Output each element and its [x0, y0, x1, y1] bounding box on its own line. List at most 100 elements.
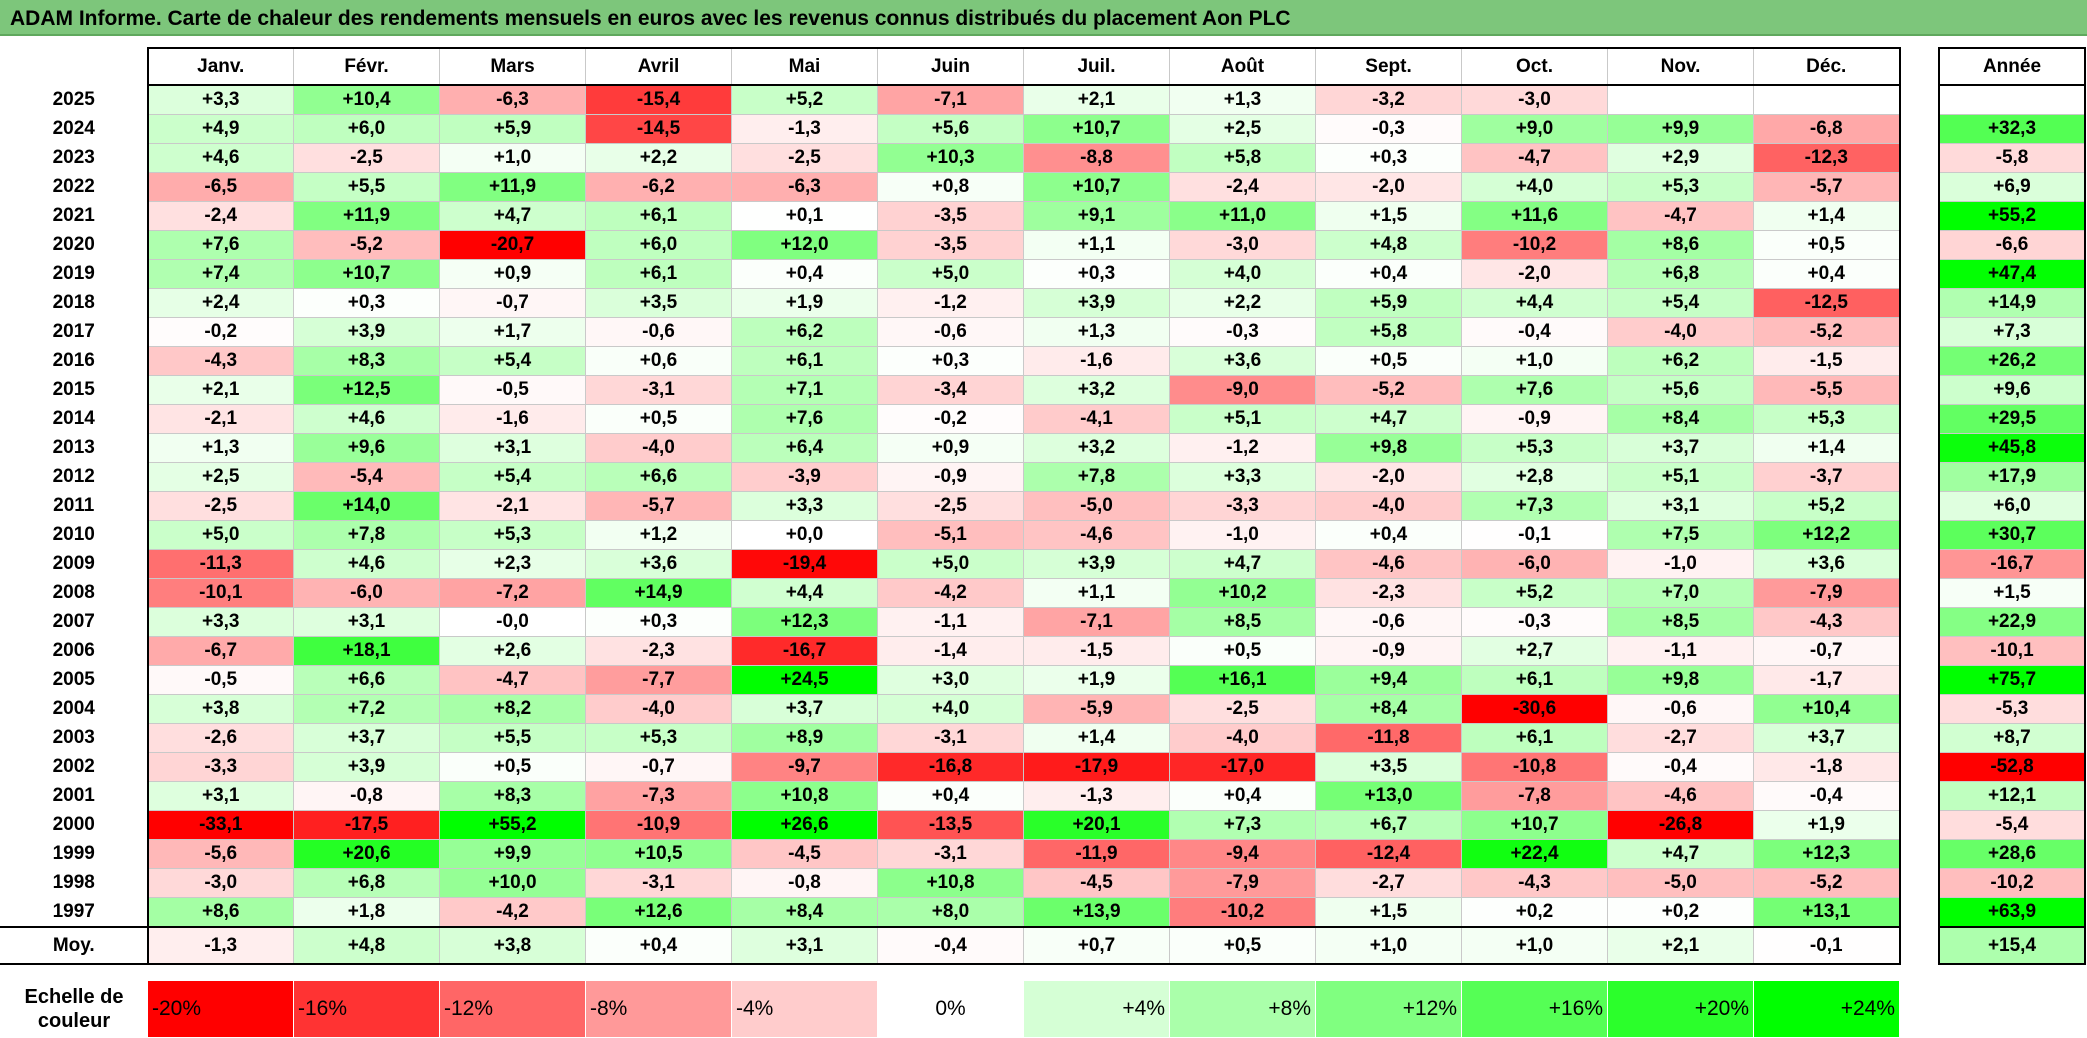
heat-cell: +0,5 [585, 404, 732, 434]
heat-cell: -2,4 [147, 201, 294, 231]
heat-cell: +3,8 [439, 926, 586, 965]
heat-cell: -6,5 [147, 172, 294, 202]
heat-cell: +24,5 [731, 665, 878, 695]
heat-cell: +0,0 [731, 520, 878, 550]
heat-cell: +11,9 [439, 172, 586, 202]
heat-cell: -2,7 [1315, 868, 1462, 898]
heat-cell: +55,2 [439, 810, 586, 840]
heat-cell: -4,5 [1023, 868, 1170, 898]
year-label: 1997 [0, 897, 149, 928]
heat-cell [1753, 84, 1901, 115]
heat-cell: -11,3 [147, 549, 294, 579]
annual-cell: +6,9 [1938, 172, 2086, 202]
heat-cell: -0,6 [585, 317, 732, 347]
heat-cell: -1,3 [731, 114, 878, 144]
heat-cell: +5,4 [439, 462, 586, 492]
month-header: Févr. [293, 47, 440, 86]
heat-cell: +9,4 [1315, 665, 1462, 695]
scale-swatch: +12% [1315, 980, 1462, 1038]
year-label: 1999 [0, 839, 149, 869]
heat-cell: +2,9 [1607, 143, 1754, 173]
year-row: 2008 -10,1 -6,0 -7,2 +14,9 +4,4 -4,2 +1,1 +10,2-… [0, 578, 1901, 608]
heat-cell: +2,2 [1169, 288, 1316, 318]
heat-cell: -10,9 [585, 810, 732, 840]
heat-cell: +13,1 [1753, 897, 1901, 928]
heat-cell: -1,0 [1607, 549, 1754, 579]
heat-cell: -12,3 [1753, 143, 1901, 173]
heat-cell: -2,4 [1169, 172, 1316, 202]
heat-cell: -12,5 [1753, 288, 1901, 318]
scale-swatch: -12% [439, 980, 586, 1038]
year-label: 2006 [0, 636, 149, 666]
heat-cell: +0,9 [439, 259, 586, 289]
year-label: 2016 [0, 346, 149, 376]
heat-cell: -7,2 [439, 578, 586, 608]
heat-cell: +0,6 [585, 346, 732, 376]
heat-cell: +1,9 [731, 288, 878, 318]
heat-cell: +11,0 [1169, 201, 1316, 231]
heat-cell: +5,3 [439, 520, 586, 550]
heat-cell: -3,1 [585, 375, 732, 405]
heat-cell: -7,9 [1169, 868, 1316, 898]
heat-cell: -1,5 [1023, 636, 1170, 666]
heat-cell: -0,9 [1461, 404, 1608, 434]
average-label: Moy. [0, 926, 149, 965]
heat-cell: +3,6 [585, 549, 732, 579]
heat-cell: -5,7 [1753, 172, 1901, 202]
heat-cell: +10,7 [1023, 172, 1170, 202]
heat-cell: +3,3 [1169, 462, 1316, 492]
annual-cell: -5,8 [1938, 143, 2086, 173]
heat-cell: +0,4 [585, 926, 732, 965]
heat-cell: -0,3 [1461, 607, 1608, 637]
heat-cell: -1,2 [877, 288, 1024, 318]
heat-cell: +0,4 [731, 259, 878, 289]
heat-cell: +0,3 [1023, 259, 1170, 289]
year-row: 2005 -0,5 +6,6 -4,7 -7,7 +24,5 +3,0 +1,9 +16,1 +9… [0, 665, 1901, 695]
scale-swatch: 0% [877, 980, 1024, 1038]
heat-cell: +2,1 [1023, 84, 1170, 115]
heat-cell: +8,3 [293, 346, 440, 376]
heat-cell: +1,8 [293, 897, 440, 928]
heat-cell: +5,0 [147, 520, 294, 550]
heat-cell: +0,5 [1169, 926, 1316, 965]
year-row: 2015 +2,1 +12,5 -0,5 -3,1 +7,1 -3,4 +3,2 -9,0 -5,… [0, 375, 1901, 405]
heat-cell: +10,3 [877, 143, 1024, 173]
heat-cell: +3,7 [731, 694, 878, 724]
annual-cell: +9,6 [1938, 375, 2086, 405]
heat-cell: +6,1 [1461, 723, 1608, 753]
month-header-row: Janv. Févr. Mars Avril Mai Juin Juil. Août Sept.… [0, 47, 1901, 86]
heat-cell: +0,5 [1753, 230, 1901, 260]
heat-cell: +4,6 [147, 143, 294, 173]
heat-cell: -0,6 [877, 317, 1024, 347]
annual-cell: -6,6 [1938, 230, 2086, 260]
heat-cell: +5,0 [877, 259, 1024, 289]
heat-cell: -4,0 [585, 433, 732, 463]
heat-cell: +6,0 [585, 230, 732, 260]
year-label: 2019 [0, 259, 149, 289]
heat-cell: +6,1 [585, 201, 732, 231]
heat-cell: +10,7 [1023, 114, 1170, 144]
heat-cell: -4,7 [439, 665, 586, 695]
year-row: 1997 +8,6 +1,8 -4,2 +12,6 +8,4 +8,0 +13,9 -10,2 +… [0, 897, 1901, 928]
month-header: Sept. [1315, 47, 1462, 86]
heat-cell: +4,0 [877, 694, 1024, 724]
heat-cell: +5,5 [293, 172, 440, 202]
heat-cell: +4,8 [1315, 230, 1462, 260]
heat-cell: +5,4 [439, 346, 586, 376]
heat-cell: +7,3 [1461, 491, 1608, 521]
heat-cell: +8,5 [1607, 607, 1754, 637]
heat-cell: -2,1 [147, 404, 294, 434]
heat-cell: +2,3 [439, 549, 586, 579]
heat-cell: +2,5 [1169, 114, 1316, 144]
heat-cell: +8,2 [439, 694, 586, 724]
heat-cell: +6,1 [731, 346, 878, 376]
annual-cell: +45,8 [1938, 433, 2086, 463]
heat-cell: -3,5 [877, 230, 1024, 260]
heat-cell: +7,2 [293, 694, 440, 724]
heat-cell: -5,2 [1753, 868, 1901, 898]
heat-cell: +3,1 [293, 607, 440, 637]
heat-cell: +9,8 [1315, 433, 1462, 463]
heat-cell: +3,5 [585, 288, 732, 318]
year-row: 1998 -3,0 +6,8 +10,0 -3,1 -0,8 +10,8 -4,5 -7,9 -2… [0, 868, 1901, 898]
heat-cell: -5,6 [147, 839, 294, 869]
